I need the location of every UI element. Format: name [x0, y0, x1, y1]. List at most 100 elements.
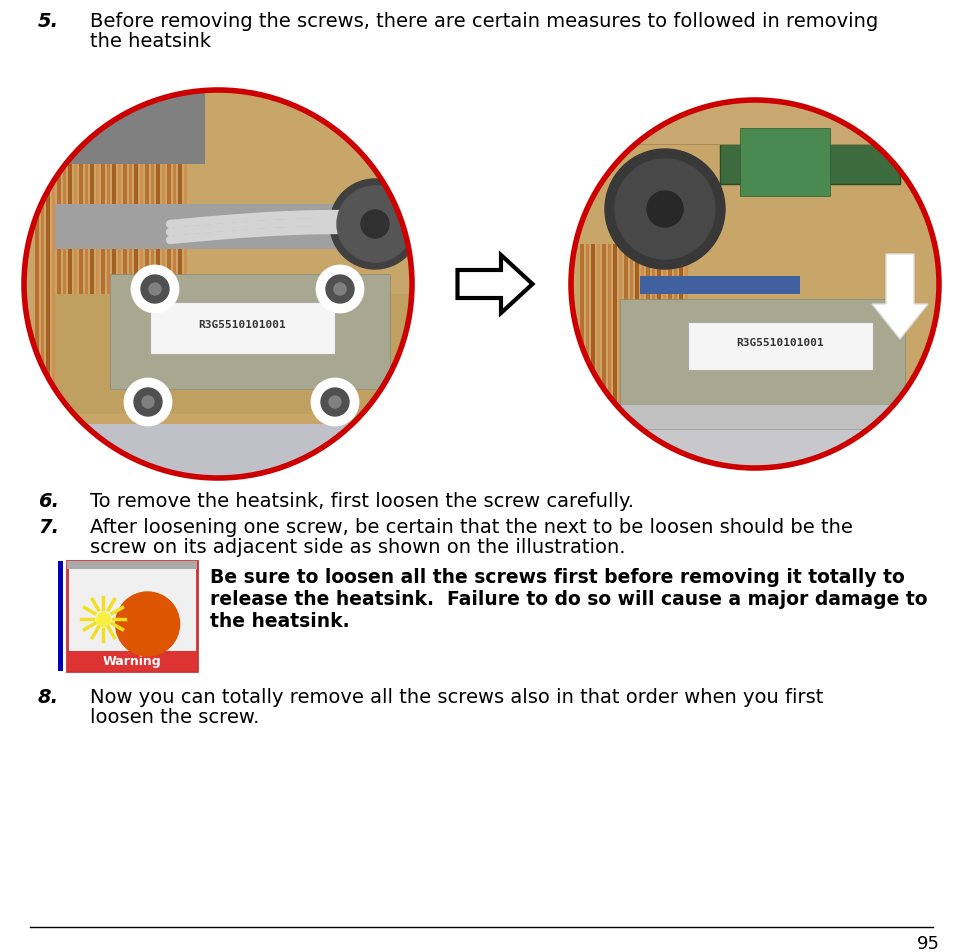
- Bar: [145, 155, 148, 405]
- Bar: [55, 205, 425, 249]
- Bar: [688, 323, 873, 370]
- Bar: [35, 155, 39, 405]
- Bar: [620, 300, 905, 420]
- Circle shape: [317, 267, 363, 312]
- Text: Warning: Warning: [103, 655, 162, 667]
- Bar: [586, 245, 589, 465]
- Text: Be sure to loosen all the screws first before removing it totally to: Be sure to loosen all the screws first b…: [210, 567, 905, 586]
- Bar: [685, 245, 688, 465]
- Bar: [101, 155, 105, 405]
- Circle shape: [647, 191, 683, 228]
- Circle shape: [141, 276, 169, 304]
- Bar: [167, 155, 170, 405]
- Bar: [112, 155, 116, 405]
- Text: loosen the screw.: loosen the screw.: [90, 707, 259, 726]
- Bar: [740, 129, 830, 197]
- Bar: [150, 155, 154, 405]
- Bar: [67, 562, 197, 569]
- Bar: [55, 69, 205, 165]
- Bar: [90, 155, 93, 405]
- Circle shape: [573, 103, 937, 466]
- Bar: [162, 155, 165, 405]
- Text: R3G5510101001: R3G5510101001: [198, 320, 286, 329]
- Circle shape: [134, 388, 162, 417]
- Circle shape: [26, 93, 410, 477]
- Circle shape: [361, 210, 389, 239]
- Text: To remove the heatsink, first loosen the screw carefully.: To remove the heatsink, first loosen the…: [90, 491, 634, 510]
- Bar: [150, 303, 335, 355]
- Bar: [40, 155, 44, 405]
- Bar: [620, 405, 905, 429]
- Bar: [128, 155, 132, 405]
- Bar: [67, 651, 197, 671]
- Bar: [635, 245, 638, 465]
- Text: the heatsink: the heatsink: [90, 32, 211, 51]
- Bar: [679, 245, 683, 465]
- Bar: [172, 155, 176, 405]
- Bar: [68, 155, 71, 405]
- Bar: [63, 155, 66, 405]
- Text: 8.: 8.: [38, 687, 59, 706]
- Circle shape: [321, 388, 349, 417]
- Text: After loosening one screw, be certain that the next to be loosen should be the: After loosening one screw, be certain th…: [90, 518, 853, 536]
- Polygon shape: [872, 255, 928, 340]
- Bar: [73, 155, 77, 405]
- Bar: [602, 245, 606, 465]
- Bar: [55, 295, 425, 414]
- Text: 7.: 7.: [38, 518, 59, 536]
- Bar: [720, 95, 900, 185]
- Bar: [580, 245, 584, 465]
- Bar: [618, 245, 622, 465]
- Bar: [608, 245, 611, 465]
- Bar: [663, 245, 666, 465]
- Text: release the heatsink.  Failure to do so will cause a major damage to: release the heatsink. Failure to do so w…: [210, 589, 927, 608]
- Bar: [630, 245, 633, 465]
- Bar: [51, 155, 55, 405]
- Bar: [591, 245, 594, 465]
- Bar: [57, 155, 61, 405]
- Bar: [140, 155, 143, 405]
- Bar: [79, 155, 83, 405]
- Bar: [657, 245, 661, 465]
- Circle shape: [142, 397, 154, 408]
- Circle shape: [615, 160, 715, 260]
- Bar: [156, 155, 160, 405]
- Bar: [596, 245, 600, 465]
- Text: 5.: 5.: [38, 12, 59, 31]
- Bar: [668, 245, 671, 465]
- Bar: [646, 245, 649, 465]
- Text: screw on its adjacent side as shown on the illustration.: screw on its adjacent side as shown on t…: [90, 538, 626, 556]
- Polygon shape: [457, 256, 533, 313]
- Bar: [85, 155, 88, 405]
- Bar: [46, 155, 49, 405]
- Circle shape: [605, 149, 725, 269]
- Bar: [107, 155, 110, 405]
- Circle shape: [116, 592, 180, 656]
- Circle shape: [149, 284, 161, 296]
- Text: the heatsink.: the heatsink.: [210, 611, 350, 630]
- Bar: [673, 245, 677, 465]
- Bar: [117, 155, 121, 405]
- Text: Before removing the screws, there are certain measures to followed in removing: Before removing the screws, there are ce…: [90, 12, 878, 31]
- Text: 95: 95: [917, 934, 940, 952]
- Bar: [67, 562, 197, 671]
- Bar: [590, 409, 910, 480]
- Bar: [95, 155, 99, 405]
- Circle shape: [330, 180, 420, 269]
- Bar: [640, 245, 644, 465]
- Bar: [652, 245, 655, 465]
- Bar: [110, 275, 390, 389]
- Text: 6.: 6.: [38, 491, 59, 510]
- Bar: [134, 155, 138, 405]
- Circle shape: [329, 397, 341, 408]
- Circle shape: [334, 284, 346, 296]
- Bar: [184, 155, 187, 405]
- Bar: [178, 155, 181, 405]
- Circle shape: [132, 267, 178, 312]
- Bar: [620, 100, 910, 145]
- Circle shape: [337, 187, 413, 263]
- Bar: [640, 277, 800, 295]
- Circle shape: [326, 276, 354, 304]
- Text: Now you can totally remove all the screws also in that order when you first: Now you can totally remove all the screw…: [90, 687, 823, 706]
- Bar: [624, 245, 628, 465]
